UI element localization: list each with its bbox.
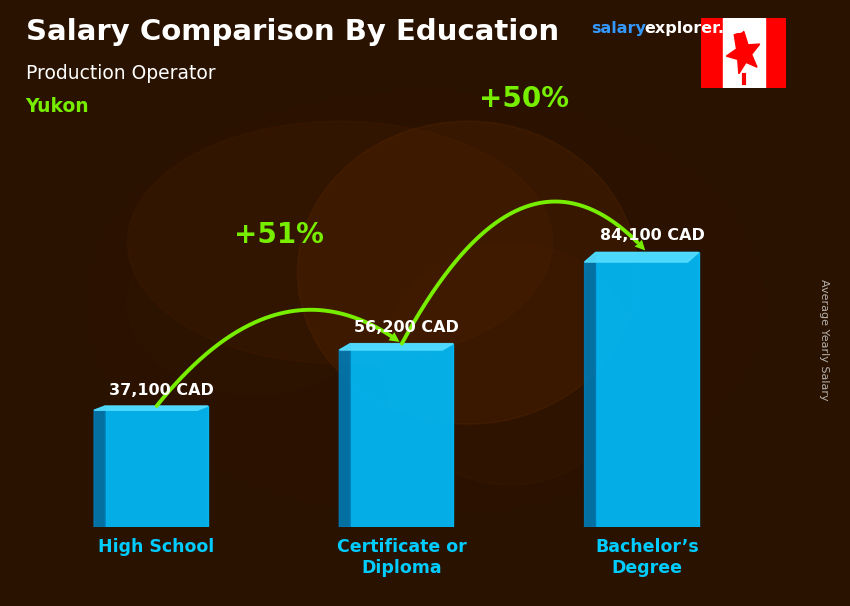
Text: 56,200 CAD: 56,200 CAD [354,321,459,336]
Polygon shape [350,344,453,527]
Text: explorer.com: explorer.com [644,21,762,36]
Text: Production Operator: Production Operator [26,64,215,82]
Text: salary: salary [591,21,646,36]
Polygon shape [339,344,350,527]
Polygon shape [596,253,699,527]
Ellipse shape [298,121,638,424]
Polygon shape [94,406,105,527]
Text: Salary Comparison By Education: Salary Comparison By Education [26,18,558,46]
Polygon shape [105,406,208,527]
Text: +50%: +50% [479,84,570,113]
Polygon shape [339,344,453,350]
Text: Yukon: Yukon [26,97,89,116]
Bar [701,18,722,88]
Polygon shape [585,253,699,262]
Polygon shape [727,32,760,74]
Ellipse shape [382,242,638,485]
Text: 37,100 CAD: 37,100 CAD [109,383,214,398]
Text: 84,100 CAD: 84,100 CAD [599,228,705,243]
Text: +51%: +51% [235,221,324,249]
Ellipse shape [128,121,552,364]
Ellipse shape [128,212,382,394]
Polygon shape [94,406,208,410]
Ellipse shape [85,91,765,515]
Text: Average Yearly Salary: Average Yearly Salary [819,279,829,400]
Polygon shape [585,253,596,527]
Bar [722,18,765,88]
Bar [765,18,786,88]
